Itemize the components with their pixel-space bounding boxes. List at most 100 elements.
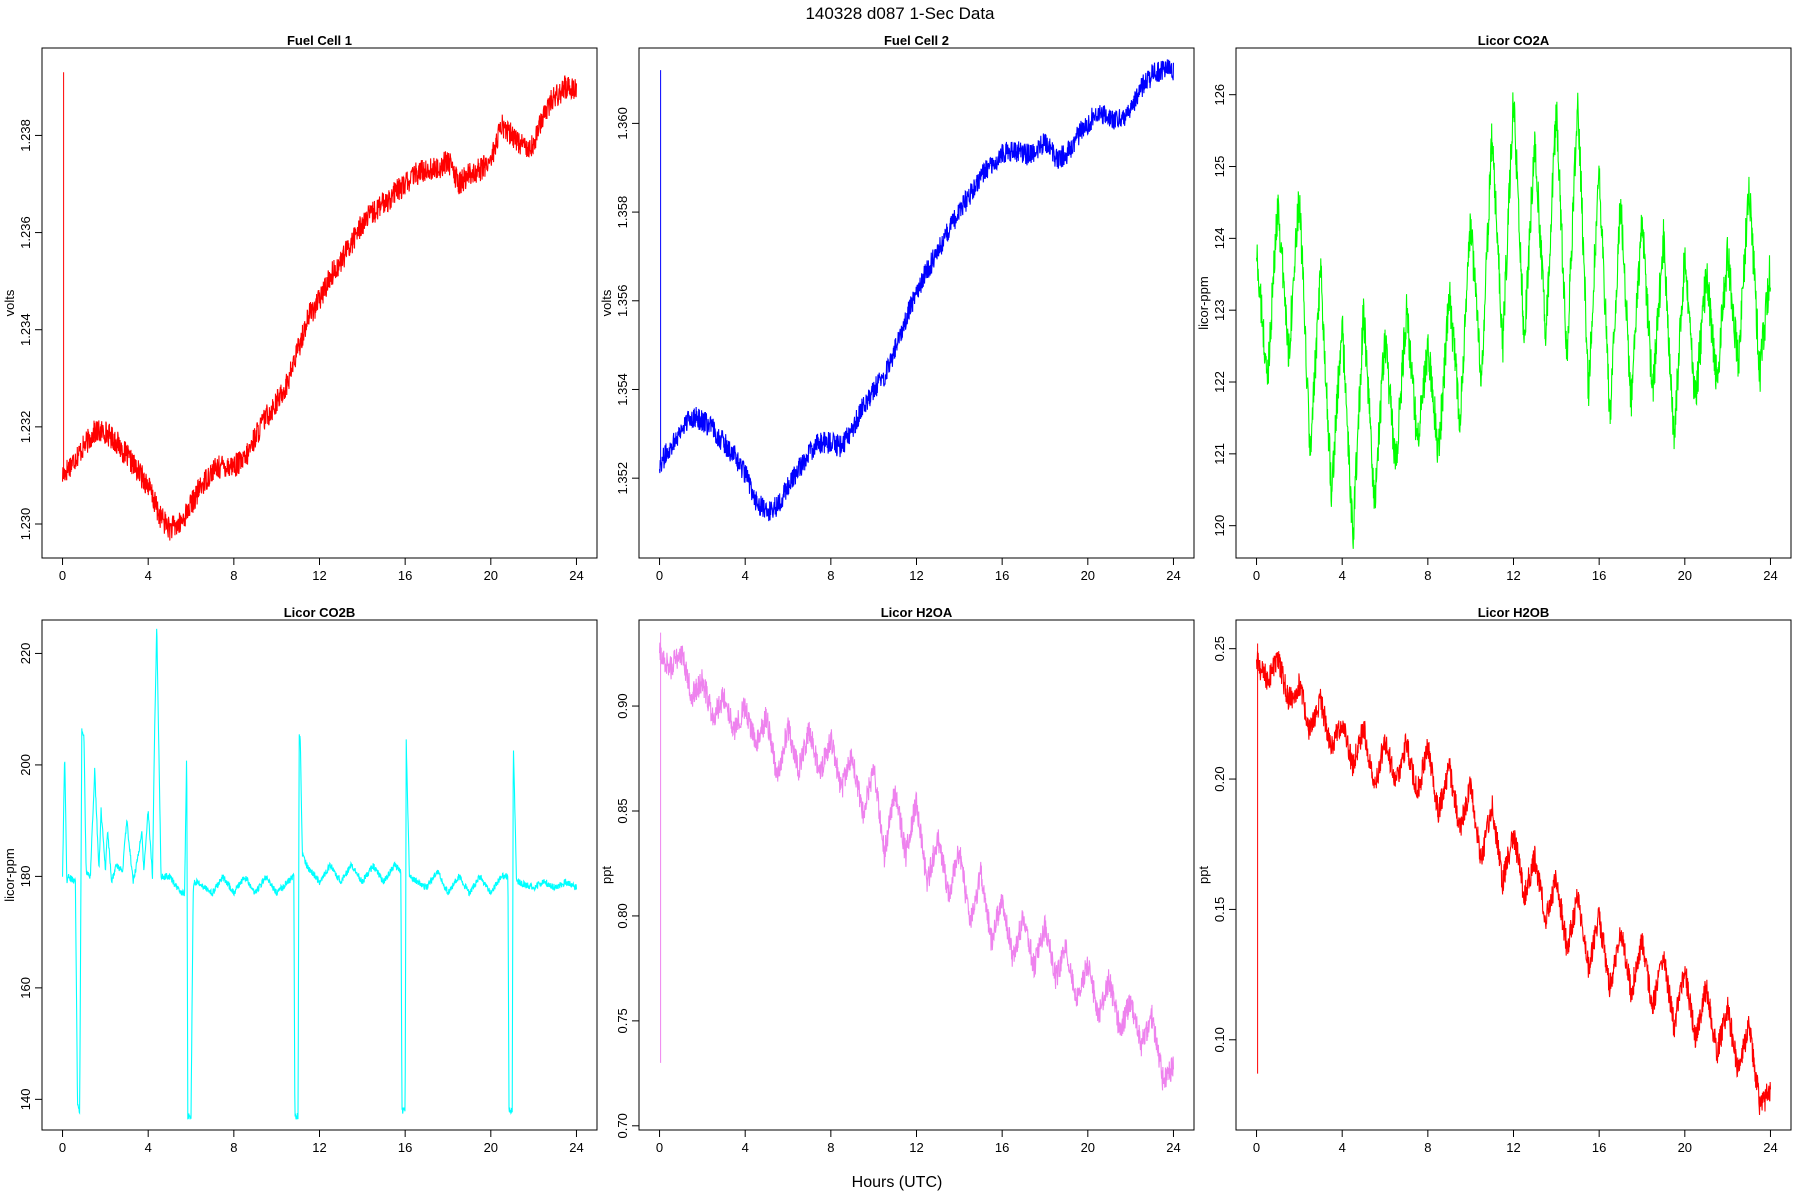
- fuel-cell-2-ytick-label: 1.354: [615, 373, 630, 406]
- licor-co2a-ytick-label: 121: [1212, 443, 1227, 465]
- licor-h2ob-ytick-label: 0.20: [1212, 766, 1227, 791]
- fuel-cell-1-ytick-label: 1.232: [18, 411, 33, 444]
- fuel-cell-1-ytick-label: 1.238: [18, 119, 33, 152]
- fuel-cell-1-xtick-label: 4: [145, 568, 152, 583]
- fuel-cell-1-xtick-label: 16: [398, 568, 412, 583]
- licor-h2oa-ytick-label: 0.80: [615, 903, 630, 928]
- fuel-cell-2-xtick-label: 20: [1081, 568, 1095, 583]
- licor-h2oa-ytick-label: 0.70: [615, 1113, 630, 1138]
- licor-co2a-ytick-label: 120: [1212, 515, 1227, 537]
- fuel-cell-1-series-line: [63, 76, 577, 541]
- fuel-cell-1-ytick-label: 1.234: [18, 313, 33, 346]
- fuel-cell-2-xtick-label: 8: [827, 568, 834, 583]
- licor-co2b-ytick-label: 140: [18, 1088, 33, 1110]
- licor-h2ob-ytick-label: 0.25: [1212, 636, 1227, 661]
- fuel-cell-1-title: Fuel Cell 1: [287, 33, 352, 48]
- fuel-cell-2-xtick-label: 24: [1166, 568, 1180, 583]
- licor-co2b-title: Licor CO2B: [284, 605, 356, 620]
- fuel-cell-1-ytick-label: 1.230: [18, 508, 33, 541]
- licor-co2b-xtick-label: 24: [569, 1140, 583, 1155]
- fuel-cell-2-panel: Fuel Cell 2 volts 0 4 8 12 16 20 24 1.352 1.354 1.3…: [599, 33, 1194, 583]
- licor-h2ob-xtick-label: 24: [1763, 1140, 1777, 1155]
- licor-co2b-xtick-label: 20: [484, 1140, 498, 1155]
- licor-co2a-panel: Licor CO2A licor-ppm 0 4 8 12 16 20 24 120 121 122 1…: [1196, 33, 1791, 583]
- licor-co2b-frame: [42, 620, 597, 1130]
- fuel-cell-2-series-line: [660, 59, 1174, 521]
- licor-h2ob-ytick-label: 0.15: [1212, 897, 1227, 922]
- fuel-cell-2-xtick-label: 16: [995, 568, 1009, 583]
- figure-xlabel: Hours (UTC): [852, 1174, 943, 1191]
- fuel-cell-2-xtick-label: 4: [742, 568, 749, 583]
- licor-h2oa-xtick-label: 8: [827, 1140, 834, 1155]
- licor-co2a-ytick-label: 125: [1212, 156, 1227, 178]
- licor-h2oa-xtick-label: 4: [742, 1140, 749, 1155]
- licor-h2oa-series-line: [660, 643, 1174, 1091]
- licor-co2b-xtick-label: 12: [312, 1140, 326, 1155]
- licor-h2oa-panel: Licor H2OA ppt 0 4 8 12 16 20 24 0.70 0.75 0.80 0.85…: [599, 605, 1194, 1155]
- licor-h2ob-title: Licor H2OB: [1478, 605, 1550, 620]
- panels-container: Fuel Cell 1 volts 0 4 8 12 16 20 24 1.230 1.232 1.2…: [2, 33, 1791, 1155]
- licor-h2ob-ytick-label: 0.10: [1212, 1027, 1227, 1052]
- fuel-cell-1-ytick-label: 1.236: [18, 216, 33, 249]
- licor-co2b-xtick-label: 4: [145, 1140, 152, 1155]
- licor-h2ob-xtick-label: 12: [1506, 1140, 1520, 1155]
- licor-h2ob-ylabel: ppt: [1196, 866, 1211, 884]
- licor-co2a-title: Licor CO2A: [1478, 33, 1550, 48]
- licor-co2b-xtick-label: 8: [230, 1140, 237, 1155]
- fuel-cell-2-ytick-label: 1.360: [615, 107, 630, 140]
- licor-h2oa-xtick-label: 12: [909, 1140, 923, 1155]
- licor-h2ob-series-line: [1257, 651, 1771, 1115]
- fuel-cell-2-ytick-label: 1.356: [615, 285, 630, 318]
- fuel-cell-1-xtick-label: 0: [59, 568, 66, 583]
- licor-co2a-xtick-label: 0: [1253, 568, 1260, 583]
- licor-co2b-ytick-label: 160: [18, 977, 33, 999]
- licor-h2ob-xtick-label: 4: [1339, 1140, 1346, 1155]
- licor-h2oa-xtick-label: 0: [656, 1140, 663, 1155]
- licor-co2a-ylabel: licor-ppm: [1196, 276, 1211, 329]
- licor-co2a-ytick-label: 122: [1212, 371, 1227, 393]
- licor-h2ob-xtick-label: 16: [1592, 1140, 1606, 1155]
- fuel-cell-2-title: Fuel Cell 2: [884, 33, 949, 48]
- licor-h2oa-ytick-label: 0.90: [615, 693, 630, 718]
- licor-h2ob-xtick-label: 8: [1424, 1140, 1431, 1155]
- licor-co2b-ytick-label: 200: [18, 754, 33, 776]
- licor-h2oa-xtick-label: 24: [1166, 1140, 1180, 1155]
- fuel-cell-2-ylabel: volts: [599, 289, 614, 316]
- licor-co2b-panel: Licor CO2B licor-ppm 0 4 8 12 16 20 24 140 160 180 2…: [2, 605, 597, 1155]
- licor-co2b-ytick-label: 180: [18, 866, 33, 888]
- licor-h2oa-ytick-label: 0.85: [615, 798, 630, 823]
- licor-co2a-xtick-label: 16: [1592, 568, 1606, 583]
- licor-co2a-ytick-label: 123: [1212, 299, 1227, 321]
- licor-co2b-ytick-label: 220: [18, 643, 33, 665]
- fuel-cell-1-xtick-label: 20: [484, 568, 498, 583]
- licor-co2a-xtick-label: 24: [1763, 568, 1777, 583]
- licor-co2a-series-line: [1257, 92, 1771, 548]
- fuel-cell-1-xtick-label: 24: [569, 568, 583, 583]
- licor-h2ob-xtick-label: 0: [1253, 1140, 1260, 1155]
- licor-h2oa-ytick-label: 0.75: [615, 1008, 630, 1033]
- fuel-cell-1-ylabel: volts: [2, 289, 17, 316]
- licor-co2a-ytick-label: 124: [1212, 228, 1227, 250]
- licor-co2b-ylabel: licor-ppm: [2, 848, 17, 901]
- licor-co2a-xtick-label: 20: [1678, 568, 1692, 583]
- fuel-cell-2-ytick-label: 1.358: [615, 196, 630, 229]
- fuel-cell-1-xtick-label: 12: [312, 568, 326, 583]
- licor-h2oa-title: Licor H2OA: [881, 605, 953, 620]
- fuel-cell-1-panel: Fuel Cell 1 volts 0 4 8 12 16 20 24 1.230 1.232 1.2…: [2, 33, 597, 583]
- fuel-cell-2-frame: [639, 48, 1194, 558]
- licor-h2ob-xtick-label: 20: [1678, 1140, 1692, 1155]
- fuel-cell-1-xtick-label: 8: [230, 568, 237, 583]
- licor-h2oa-xtick-label: 16: [995, 1140, 1009, 1155]
- fuel-cell-2-xtick-label: 0: [656, 568, 663, 583]
- licor-co2b-xtick-label: 0: [59, 1140, 66, 1155]
- licor-co2a-xtick-label: 8: [1424, 568, 1431, 583]
- licor-h2oa-xtick-label: 20: [1081, 1140, 1095, 1155]
- fuel-cell-2-ytick-label: 1.352: [615, 462, 630, 495]
- licor-co2a-xtick-label: 12: [1506, 568, 1520, 583]
- licor-h2oa-ylabel: ppt: [599, 866, 614, 884]
- fuel-cell-2-xtick-label: 12: [909, 568, 923, 583]
- licor-co2a-ytick-label: 126: [1212, 84, 1227, 106]
- figure-title: 140328 d087 1-Sec Data: [805, 4, 995, 23]
- licor-co2b-series-line: [63, 629, 577, 1120]
